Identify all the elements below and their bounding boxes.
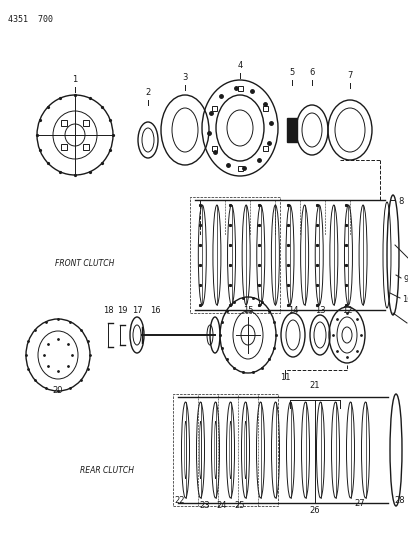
Text: 21: 21: [310, 381, 320, 390]
Text: 5: 5: [289, 68, 295, 77]
Text: 28: 28: [395, 496, 405, 505]
Text: 16: 16: [150, 306, 160, 315]
Bar: [264, 106, 268, 110]
Text: 11: 11: [280, 373, 290, 382]
Text: 22: 22: [175, 496, 185, 505]
Text: 3: 3: [182, 73, 188, 82]
Text: 15: 15: [243, 306, 253, 315]
Bar: [83, 120, 89, 126]
Text: REAR CLUTCH: REAR CLUTCH: [80, 466, 134, 475]
Bar: [211, 106, 217, 110]
Text: 7: 7: [347, 71, 353, 80]
Text: 19: 19: [117, 306, 127, 315]
Text: 18: 18: [103, 306, 113, 315]
Text: 20: 20: [53, 386, 63, 395]
Text: 13: 13: [315, 306, 325, 315]
Text: 23: 23: [200, 501, 210, 510]
Bar: [211, 146, 217, 150]
Text: 25: 25: [235, 501, 245, 510]
Bar: [61, 144, 67, 150]
Bar: [61, 120, 67, 126]
Text: FRONT CLUTCH: FRONT CLUTCH: [55, 259, 114, 268]
Bar: [237, 166, 242, 171]
Bar: [173, 394, 278, 506]
Bar: [83, 144, 89, 150]
Text: 26: 26: [310, 506, 320, 515]
Text: 17: 17: [132, 306, 142, 315]
Text: 6: 6: [309, 68, 315, 77]
Text: 2: 2: [145, 88, 151, 97]
Text: 9: 9: [403, 276, 408, 285]
Text: 10: 10: [402, 295, 408, 304]
Text: 1: 1: [72, 75, 78, 84]
Text: 24: 24: [217, 501, 227, 510]
Bar: [287, 118, 297, 142]
Text: 4: 4: [237, 61, 243, 70]
Text: 4351  700: 4351 700: [8, 15, 53, 24]
Text: 14: 14: [288, 306, 298, 315]
Bar: [237, 85, 242, 91]
Text: 12: 12: [342, 306, 352, 315]
Bar: [264, 146, 268, 150]
Text: 27: 27: [355, 499, 365, 508]
Text: 8: 8: [398, 198, 404, 206]
Bar: [190, 197, 280, 313]
